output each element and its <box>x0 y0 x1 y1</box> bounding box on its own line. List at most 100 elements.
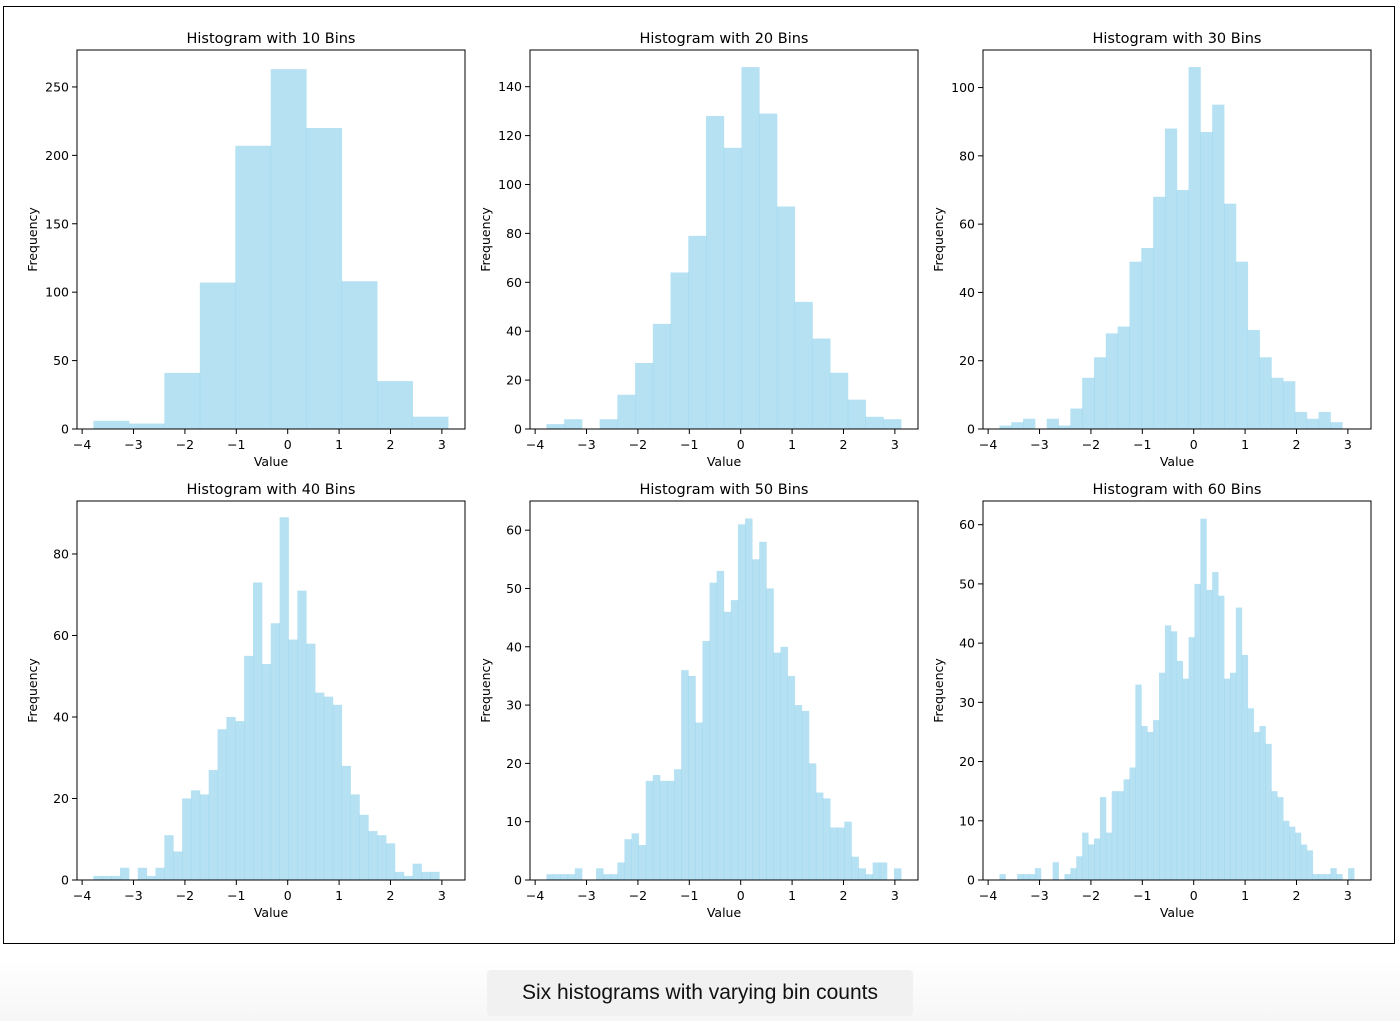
histogram-bar <box>631 833 640 880</box>
histogram-bar <box>1218 595 1225 880</box>
x-tick-label: −4 <box>526 437 544 452</box>
histogram-bar <box>706 116 725 430</box>
histogram-bar <box>999 874 1006 880</box>
y-tick-label: 50 <box>53 353 69 368</box>
histogram-bar <box>1312 874 1319 880</box>
plot-frame <box>76 49 466 430</box>
y-tick-label: 0 <box>61 422 69 437</box>
y-tick-label: 100 <box>498 177 522 192</box>
y-tick-label: 40 <box>959 636 975 651</box>
histogram-bar <box>1277 797 1284 880</box>
x-tick-label: −4 <box>979 888 997 903</box>
histogram-bar <box>323 696 334 880</box>
histogram-bar <box>1235 261 1249 429</box>
histogram-bar <box>430 871 440 880</box>
x-tick-label: −1 <box>227 888 245 903</box>
y-tick-label: 150 <box>45 216 69 231</box>
histogram-bar <box>1306 418 1319 429</box>
histogram-bar <box>1176 660 1184 880</box>
histogram-bar <box>1023 874 1030 880</box>
histogram-bar <box>745 518 753 880</box>
histogram-bar <box>315 692 325 880</box>
histogram-bar <box>1023 418 1036 429</box>
histogram-bar <box>173 851 183 880</box>
panel-title: Histogram with 20 Bins <box>640 31 809 47</box>
x-tick-label: −1 <box>227 437 245 452</box>
histogram-bar <box>1324 874 1331 880</box>
x-tick-label: −4 <box>73 888 91 903</box>
x-tick-label: 1 <box>788 888 796 903</box>
histogram-bar <box>1330 422 1343 429</box>
histogram-bar <box>652 323 671 429</box>
histogram-bar <box>1105 333 1119 429</box>
histogram-bar <box>1017 874 1024 880</box>
histogram-bar <box>599 419 618 429</box>
y-axis-label: Frequency <box>25 207 40 272</box>
x-tick-label: −4 <box>526 888 544 903</box>
histogram-bar <box>1336 874 1343 880</box>
histogram-bar <box>1141 248 1154 429</box>
y-tick-label: 30 <box>506 698 522 713</box>
histogram-bar <box>270 623 281 880</box>
histogram-bar <box>773 652 781 880</box>
histogram-bar <box>688 675 696 880</box>
y-tick-label: 20 <box>506 373 522 388</box>
histogram-bar <box>823 798 831 880</box>
histogram-bar <box>350 794 360 880</box>
histogram-bar <box>1153 720 1160 880</box>
histogram-bar <box>759 113 778 430</box>
x-tick-label: −3 <box>577 888 595 903</box>
x-tick-label: 3 <box>1344 888 1352 903</box>
histogram-bar <box>638 845 647 880</box>
x-tick-label: −1 <box>680 437 698 452</box>
histogram-bar <box>872 862 881 880</box>
histogram-bar <box>674 769 682 880</box>
x-axis-label: Value <box>707 454 742 469</box>
histogram-bar <box>659 780 668 880</box>
panel-title: Histogram with 30 Bins <box>1093 31 1262 47</box>
histogram-bar <box>341 765 351 880</box>
y-axis-label: Frequency <box>25 658 40 723</box>
x-tick-label: −2 <box>629 437 647 452</box>
histogram-bar <box>1034 868 1042 880</box>
histogram-bar <box>546 424 565 429</box>
histogram-bar <box>235 721 245 880</box>
histogram-bar <box>667 780 675 880</box>
y-tick-label: 120 <box>498 128 522 143</box>
x-tick-label: 3 <box>891 437 899 452</box>
histogram-bar <box>244 655 254 880</box>
histogram-bar <box>801 710 810 880</box>
histogram-bar <box>1129 767 1136 880</box>
plot-frame <box>529 500 919 881</box>
histogram-bar <box>217 729 227 880</box>
y-tick-label: 0 <box>61 873 69 888</box>
x-axis-label: Value <box>1160 454 1195 469</box>
histogram-bar <box>137 867 148 880</box>
histogram-bar <box>1318 411 1331 429</box>
histogram-bar <box>377 835 387 880</box>
histogram-bar <box>199 794 210 880</box>
histogram-bar <box>741 67 760 429</box>
x-tick-label: 0 <box>1190 437 1198 452</box>
histogram-bar <box>1159 672 1166 880</box>
x-tick-label: 2 <box>387 437 395 452</box>
histogram-bar <box>617 862 625 880</box>
histogram-bar <box>1235 607 1243 880</box>
x-tick-label: −2 <box>1082 888 1100 903</box>
x-tick-label: −2 <box>1082 437 1100 452</box>
y-axis-label: Frequency <box>931 207 946 272</box>
y-tick-label: 140 <box>498 79 522 94</box>
histogram-bar <box>93 420 130 429</box>
histogram-bar <box>695 722 703 880</box>
x-tick-label: 1 <box>1241 888 1249 903</box>
x-tick-label: −1 <box>680 888 698 903</box>
histogram-bar <box>865 874 874 880</box>
histogram-bar <box>1076 856 1083 880</box>
histogram-bar <box>412 416 449 429</box>
histogram-bar <box>1212 572 1219 880</box>
histogram-bar <box>288 639 298 880</box>
histogram-bar <box>1294 411 1308 429</box>
x-tick-label: 2 <box>387 888 395 903</box>
